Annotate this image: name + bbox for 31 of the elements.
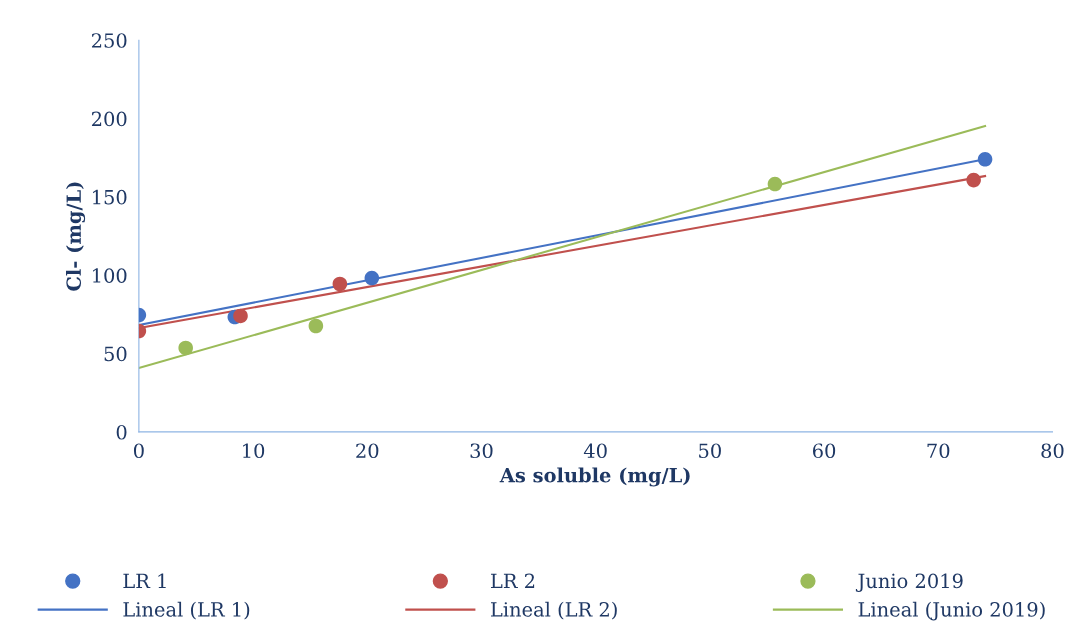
point bbox=[767, 176, 783, 192]
point bbox=[332, 276, 348, 292]
x-tick-label: 80 bbox=[1041, 443, 1064, 459]
legend-label: LR 2 bbox=[491, 573, 535, 588]
x-tick-label: 10 bbox=[243, 443, 265, 459]
x-tick-label: 0 bbox=[133, 443, 144, 459]
point bbox=[977, 152, 993, 167]
point bbox=[233, 308, 248, 324]
legend-label: LR 1 bbox=[123, 573, 166, 588]
point bbox=[364, 270, 380, 286]
y-tick-label: 150 bbox=[93, 189, 127, 205]
legend-label: Lineal (LR 2) bbox=[491, 601, 617, 620]
x-axis-title: As soluble (mg/L) bbox=[499, 467, 690, 487]
y-axis-title: Cl- (mg/L) bbox=[66, 182, 86, 291]
legend-label: Junio 2019 bbox=[855, 573, 963, 592]
x-tick-label: 20 bbox=[356, 443, 379, 459]
y-tick-label: 250 bbox=[91, 33, 127, 48]
legend-label: Lineal (LR 1) bbox=[123, 601, 250, 620]
legend-label: Lineal (Junio 2019) bbox=[858, 601, 1045, 621]
point bbox=[966, 172, 981, 188]
y-tick-label: 100 bbox=[93, 268, 127, 283]
x-tick-label: 60 bbox=[812, 443, 836, 459]
point bbox=[308, 318, 324, 334]
y-tick-label: 0 bbox=[116, 424, 127, 440]
x-tick-label: 30 bbox=[470, 443, 493, 459]
y-tick-label: 50 bbox=[104, 346, 127, 362]
x-tick-label: 40 bbox=[583, 443, 607, 459]
x-tick-label: 50 bbox=[699, 443, 721, 459]
y-tick-label: 200 bbox=[91, 111, 127, 127]
x-tick-label: 70 bbox=[927, 443, 950, 459]
point bbox=[178, 340, 193, 356]
